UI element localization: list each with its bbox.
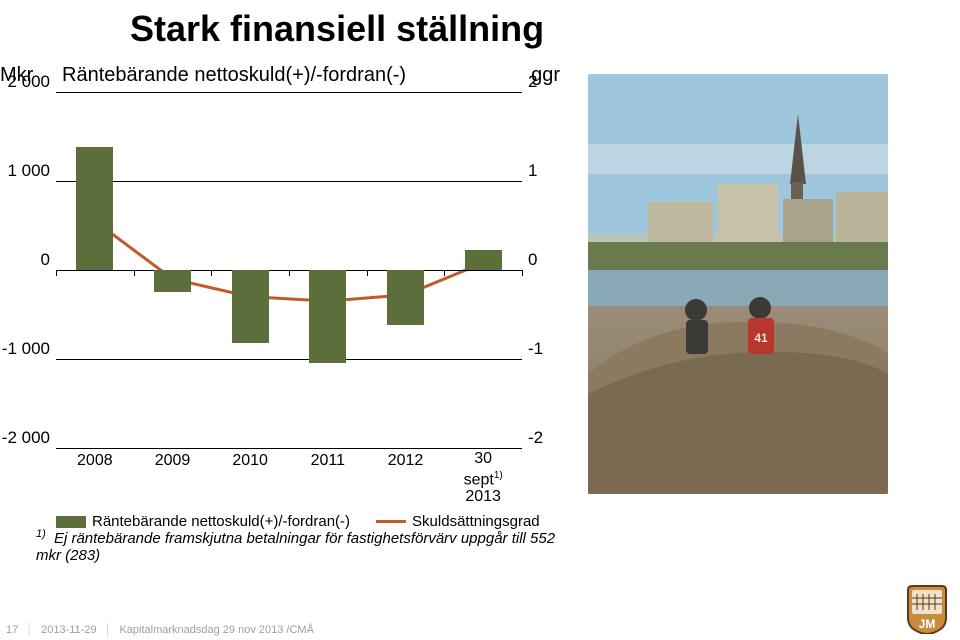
left-tick-label: 2 000 bbox=[0, 72, 50, 92]
photo: 41 bbox=[588, 74, 888, 494]
x-axis-labels: 2008200920102011201230 sept1)2013 bbox=[56, 452, 522, 474]
right-tick-label: 2 bbox=[528, 72, 556, 92]
x-tick-label: 2008 bbox=[77, 452, 113, 470]
legend-line-swatch bbox=[376, 520, 406, 523]
page-footer: 17 │ 2013-11-29 │ Kapitalmarknadsdag 29 … bbox=[6, 624, 314, 636]
x-tick-label: 2012 bbox=[388, 452, 424, 470]
right-tick-label: 1 bbox=[528, 161, 556, 181]
grid-line bbox=[56, 92, 522, 93]
chart-subtitle: Räntebärande nettoskuld(+)/-fordran(-) bbox=[62, 64, 406, 87]
grid-line bbox=[56, 359, 522, 360]
plot-area: 2 00021 000100-1 000-1-2 000-2 bbox=[56, 92, 522, 448]
chart-container: Mkr Räntebärande nettoskuld(+)/-fordran(… bbox=[0, 58, 560, 578]
x-tick-label: 2009 bbox=[155, 452, 191, 470]
x-tick-label: 30 sept1)2013 bbox=[464, 450, 503, 505]
right-tick-label: 0 bbox=[528, 250, 556, 270]
left-tick-label: -1 000 bbox=[0, 339, 50, 359]
footnote: 1) Ej räntebärande framskjutna betalning… bbox=[36, 528, 560, 564]
footer-date: 2013-11-29 bbox=[41, 624, 96, 636]
right-tick-label: -2 bbox=[528, 428, 556, 448]
page-title: Stark finansiell ställning bbox=[130, 8, 544, 50]
footnote-sup: 1) bbox=[36, 528, 46, 540]
footer-sep: │ bbox=[26, 624, 33, 636]
svg-text:41: 41 bbox=[754, 331, 768, 345]
grid-line bbox=[56, 448, 522, 449]
bar bbox=[154, 270, 191, 292]
company-logo: JM bbox=[904, 584, 950, 634]
x-tick-label: 2010 bbox=[232, 452, 268, 470]
left-tick-label: 0 bbox=[0, 250, 50, 270]
page-number: 17 bbox=[6, 624, 18, 636]
footer-event: Kapitalmarknadsdag 29 nov 2013 /CMÅ bbox=[119, 624, 313, 636]
legend-bar-swatch bbox=[56, 516, 86, 528]
grid-line bbox=[56, 181, 522, 182]
bar bbox=[232, 270, 269, 343]
bar bbox=[76, 147, 113, 270]
footer-sep: │ bbox=[105, 624, 112, 636]
bar bbox=[387, 270, 424, 325]
footnote-text: Ej räntebärande framskjutna betalningar … bbox=[36, 530, 555, 564]
left-tick-label: -2 000 bbox=[0, 428, 50, 448]
x-tick-label: 2011 bbox=[311, 452, 345, 470]
right-tick-label: -1 bbox=[528, 339, 556, 359]
left-tick-label: 1 000 bbox=[0, 161, 50, 181]
bar bbox=[309, 270, 346, 363]
bar bbox=[465, 250, 502, 270]
svg-text:JM: JM bbox=[919, 617, 936, 631]
